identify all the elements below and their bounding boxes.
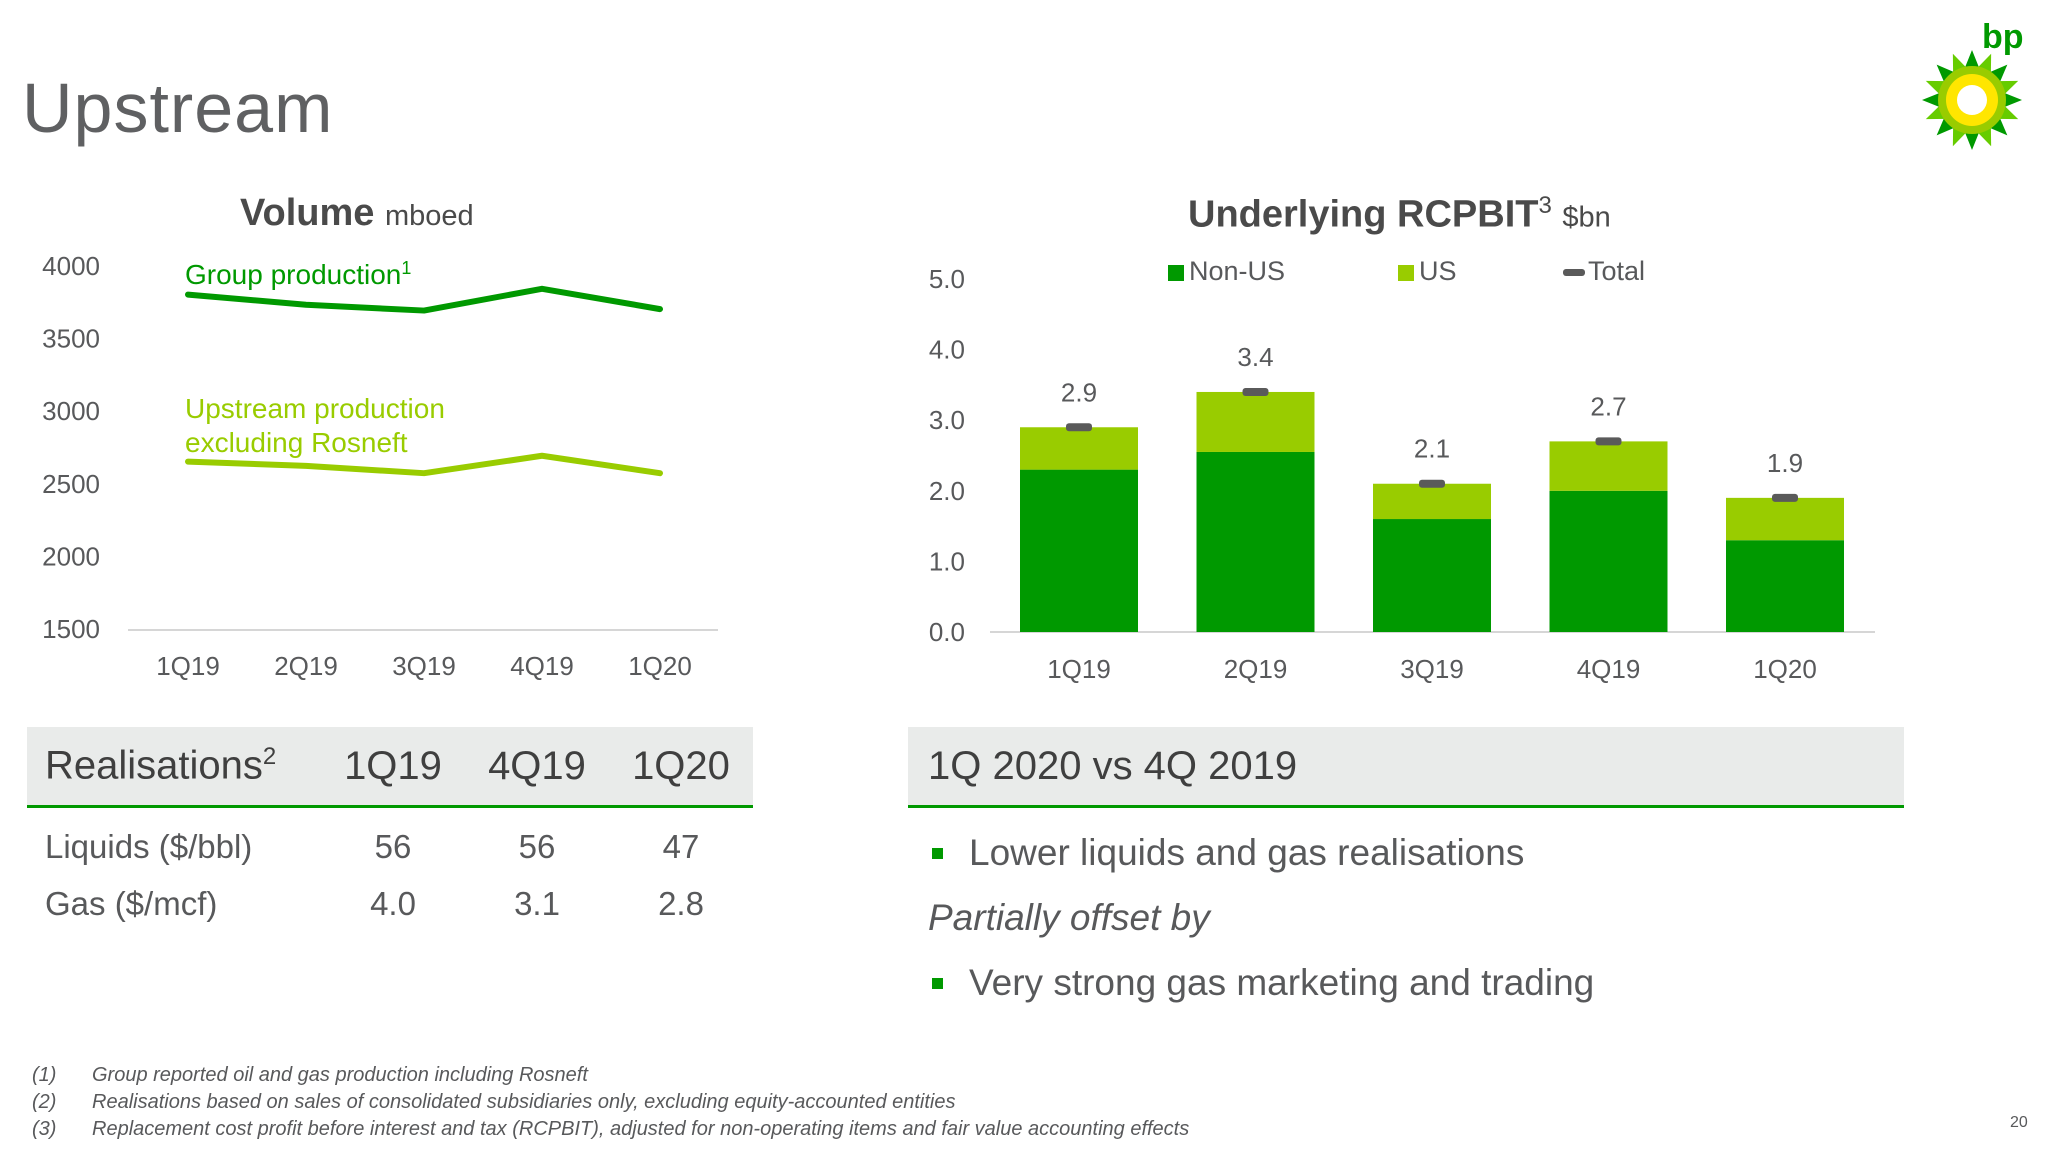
legend-label: Non-US [1189,256,1285,286]
volume-chart-title: Volume mboed [240,192,474,234]
bullet-item: Very strong gas marketing and trading [908,950,1904,1016]
bar-non-us [1020,469,1138,632]
footnote: (1) Group reported oil and gas production… [32,1064,588,1086]
table-cell: 47 [662,827,700,865]
bullet-square-icon [932,847,943,859]
total-marker [1242,387,1269,396]
bullet-square-icon [932,977,943,989]
series-label: Upstream production excluding Rosneft [185,393,445,458]
table-row: Gas ($/mcf) 4.0 3.1 2.8 [27,875,753,932]
realisations-col-header: 4Q19 [488,743,586,788]
total-marker [1772,493,1798,502]
realisations-header-row: Realisations2 1Q19 4Q19 1Q20 [27,727,753,808]
y-tick-label: 0.0 [929,617,965,647]
data-label: 1.9 [1767,448,1803,478]
data-label: 3.4 [1237,342,1273,372]
bp-logo-text: bp [1982,18,2024,56]
y-tick-label: 2.0 [929,476,965,506]
total-marker [1595,437,1622,446]
y-tick-label: 2500 [42,469,100,499]
bar-us [1549,441,1668,491]
commentary-italic: Partially offset by [928,897,1210,938]
footnote: (3) Replacement cost profit before intere… [32,1118,1190,1140]
total-marker [1066,423,1092,432]
series-label: Group production1 [185,258,411,290]
y-tick-label: 3500 [42,324,100,354]
bp-helios-logo [1922,50,2022,150]
legend-label: US [1419,256,1457,286]
x-tick-label: 1Q19 [1047,654,1111,684]
bar-us [1020,427,1138,470]
bar-non-us [1196,451,1315,632]
realisations-table: Realisations2 1Q19 4Q19 1Q20 Liquids ($/… [27,727,753,932]
legend-label: Total [1588,256,1645,286]
bar-us [1726,497,1844,541]
table-cell: 4.0 [370,884,416,922]
x-tick-label: 3Q19 [392,651,456,681]
data-label: 2.1 [1414,434,1450,464]
rcpbit-chart-unit: $bn [1562,201,1611,234]
row-label: Liquids ($/bbl) [45,827,253,865]
bar-non-us [1549,490,1668,632]
bullet-text: Lower liquids and gas realisations [969,832,1525,873]
y-tick-label: 1.0 [929,546,965,576]
table-cell: 56 [518,827,556,865]
y-tick-label: 4.0 [929,335,965,365]
data-label: 2.9 [1061,377,1097,407]
realisations-header-label: Realisations2 [45,743,277,788]
page-number: 20 [2010,1114,2028,1131]
x-tick-label: 1Q20 [628,651,692,681]
y-tick-label: 4000 [42,251,100,281]
x-tick-label: 4Q19 [1577,654,1641,684]
bullet-item: Lower liquids and gas realisations [908,820,1904,886]
footnotes: (1) Group reported oil and gas production… [32,1062,1189,1143]
x-tick-label: 4Q19 [510,651,574,681]
x-tick-label: 2Q19 [1224,654,1288,684]
y-tick-label: 5.0 [929,264,965,294]
y-tick-label: 2000 [42,541,100,571]
x-tick-label: 1Q19 [156,651,220,681]
realisations-col-header: 1Q19 [344,743,442,788]
legend-swatch [1168,265,1184,281]
y-tick-label: 3.0 [929,405,965,435]
x-tick-label: 3Q19 [1400,654,1464,684]
x-tick-label: 2Q19 [274,651,338,681]
data-label: 2.7 [1590,391,1626,421]
rcpbit-chart-title: Underlying RCPBIT3 $bn [1188,192,1611,236]
page-title: Upstream [22,69,334,147]
commentary-panel: 1Q 2020 vs 4Q 2019 Lower liquids and gas… [908,727,1904,1016]
realisations-col-header: 1Q20 [632,743,730,788]
bar-non-us [1373,519,1491,632]
table-row: Liquids ($/bbl) 56 56 47 [27,818,753,875]
y-tick-label: 3000 [42,396,100,426]
volume-chart-unit: mboed [385,200,474,232]
total-marker [1419,479,1445,488]
bullet-text: Very strong gas marketing and trading [969,962,1595,1003]
commentary-header: 1Q 2020 vs 4Q 2019 [908,727,1904,808]
legend-swatch [1398,265,1414,281]
bar-non-us [1726,540,1844,632]
legend-swatch [1563,269,1585,276]
group-production-line [185,285,663,314]
table-cell: 2.8 [658,884,704,922]
row-label: Gas ($/mcf) [45,884,218,922]
rcpbit-bar-chart: 0.0 1.0 2.0 3.0 4.0 5.0 2.9 1Q19 3.4 2Q19 2.1 3Q19 2… [929,256,1875,684]
y-tick-label: 1500 [42,614,100,644]
upstream-ex-rosneft-line [185,452,663,477]
bar-us [1373,483,1491,520]
footnote: (2) Realisations based on sales of consol… [32,1091,956,1113]
table-cell: 56 [374,827,412,865]
table-cell: 3.1 [514,884,560,922]
x-tick-label: 1Q20 [1753,654,1817,684]
bar-us [1196,391,1315,452]
volume-line-chart: 4000 3500 3000 2500 2000 1500 1Q19 2Q19 3Q19 4Q19… [42,251,718,681]
